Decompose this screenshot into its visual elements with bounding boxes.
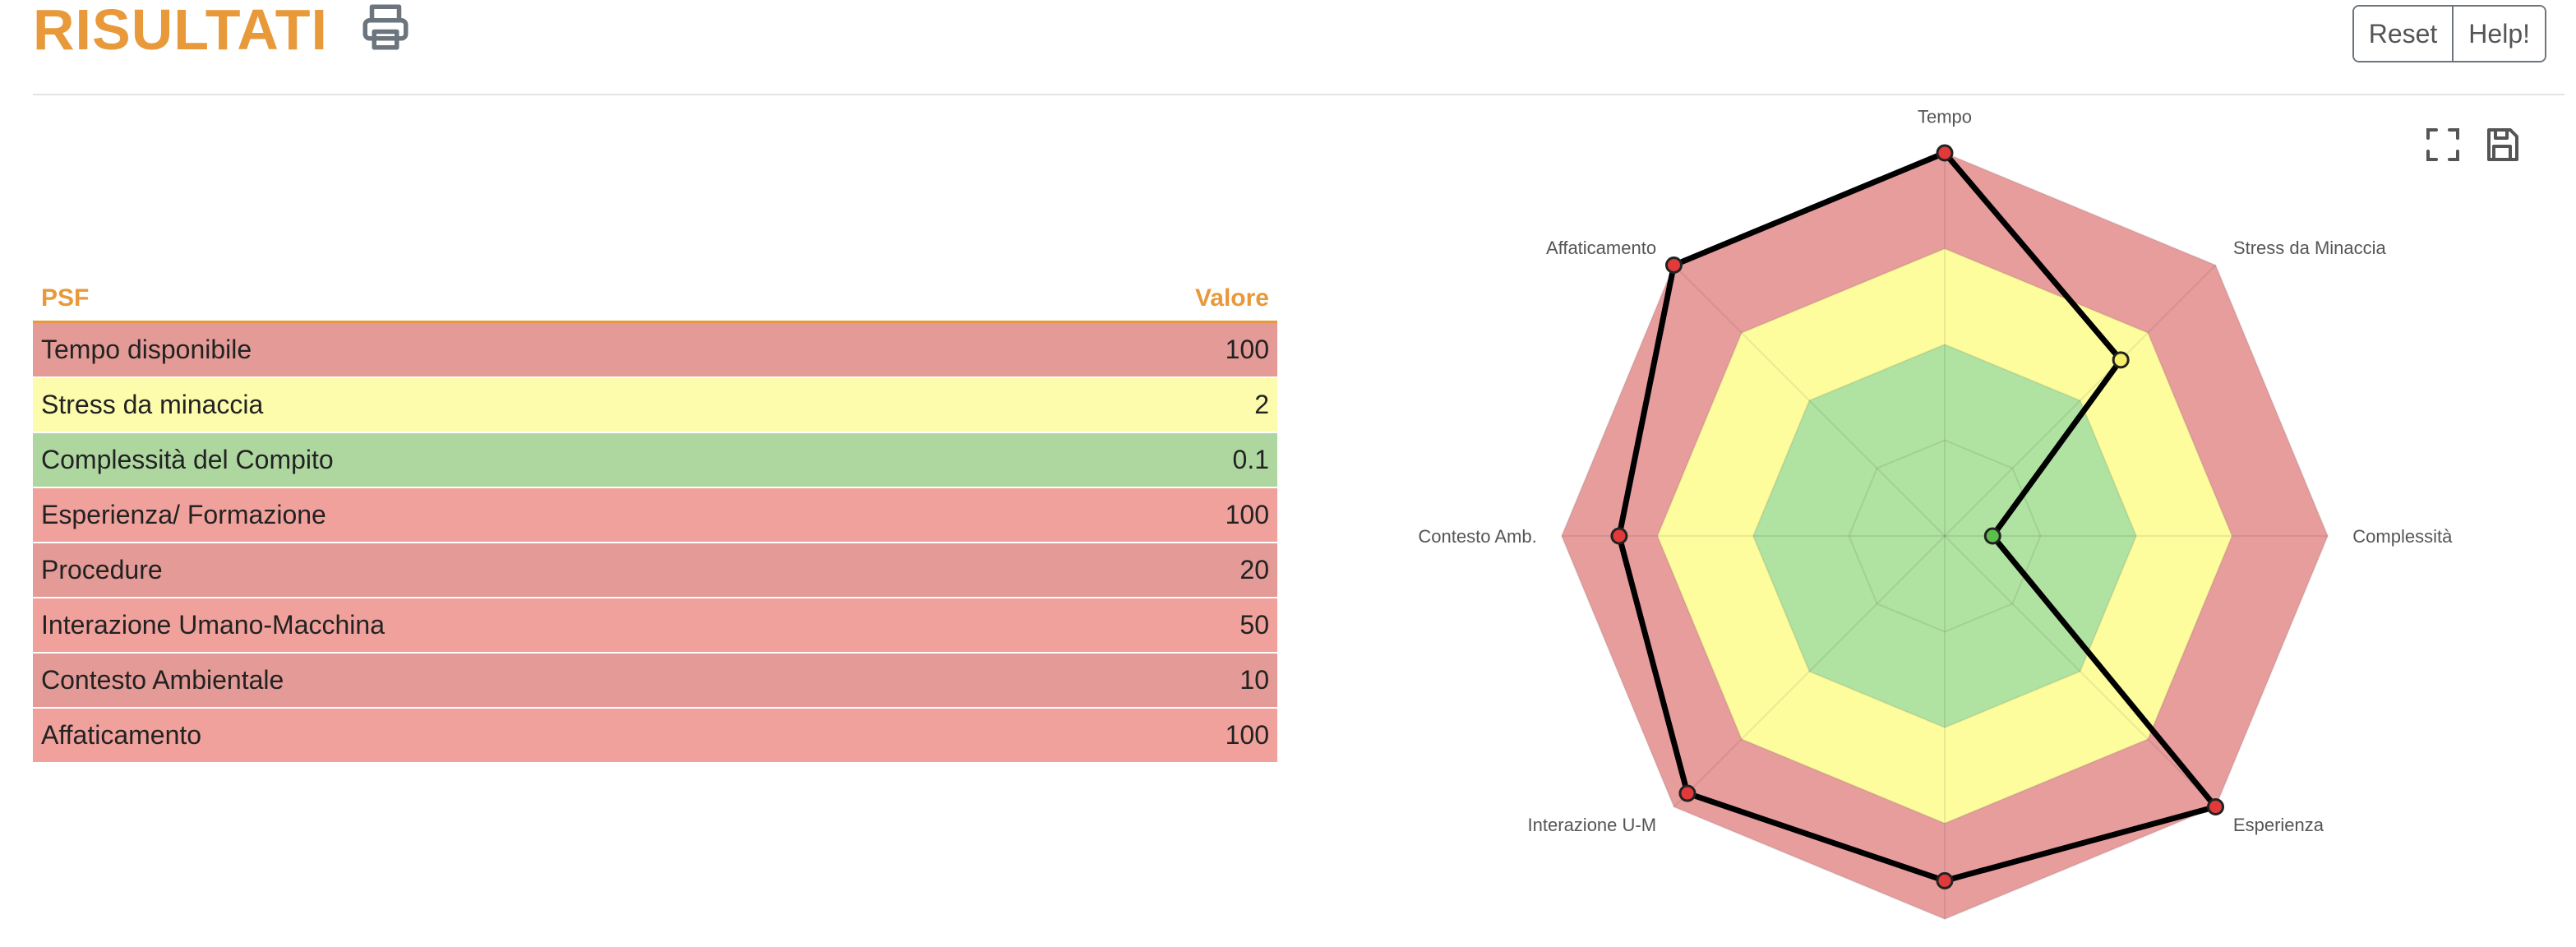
data-point xyxy=(1936,144,1954,162)
header-button-group: Reset Help! xyxy=(2352,5,2546,62)
data-point xyxy=(1983,527,2001,545)
grid-ring xyxy=(1848,439,2042,633)
band-green xyxy=(1753,344,2136,728)
axis-label: Esperienza xyxy=(2233,815,2324,835)
psf-label: Tempo disponibile xyxy=(33,321,1027,378)
data-point xyxy=(1664,256,1683,274)
table-row: Tempo disponibile 100 xyxy=(33,321,1277,378)
axis-spoke xyxy=(1944,535,2217,808)
table-row: Affaticamento 100 xyxy=(33,708,1277,764)
psf-value: 10 xyxy=(1027,653,1277,709)
reset-button[interactable]: Reset xyxy=(2353,7,2453,61)
psf-value: 20 xyxy=(1027,543,1277,598)
table-row: Contesto Ambientale 10 xyxy=(33,653,1277,709)
axis-spoke xyxy=(1944,264,2217,537)
table-row: Complessità del Compito 0.1 xyxy=(33,432,1277,488)
axis-label: Contesto Amb. xyxy=(1418,526,1536,547)
psf-value: 50 xyxy=(1027,598,1277,654)
grid-ring xyxy=(1752,343,2138,729)
psf-value: 2 xyxy=(1027,377,1277,433)
column-header-value: Valore xyxy=(1027,276,1277,323)
grid-ring xyxy=(1560,151,2329,921)
column-header-psf: PSF xyxy=(33,276,1027,323)
data-point xyxy=(1610,527,1628,545)
axis-spoke xyxy=(1673,264,1946,537)
help-button[interactable]: Help! xyxy=(2452,7,2545,61)
psf-label: Contesto Ambientale xyxy=(33,653,1027,709)
data-point xyxy=(1936,871,1954,889)
radar-chart: Tempo Stress da Minaccia Complessità Esperi… xyxy=(1418,107,2453,921)
axis-label: Tempo xyxy=(1918,107,1972,127)
data-point xyxy=(2207,798,2225,816)
axis-spoke xyxy=(1673,535,1946,808)
psf-table: PSF Valore Tempo disponibile 100 Stress … xyxy=(33,276,1277,764)
table-body: Tempo disponibile 100 Stress da minaccia… xyxy=(33,321,1277,764)
table-row: Stress da minaccia 2 xyxy=(33,377,1277,433)
psf-label: Stress da minaccia xyxy=(33,377,1027,433)
printer-icon[interactable] xyxy=(358,0,413,54)
psf-value: 100 xyxy=(1027,708,1277,764)
data-point xyxy=(1678,784,1697,802)
psf-value: 0.1 xyxy=(1027,432,1277,488)
page-header: RISULTATI Reset Help! xyxy=(33,0,2564,95)
data-point xyxy=(2112,351,2130,369)
axis-label: Affaticamento xyxy=(1546,238,1656,258)
psf-label: Complessità del Compito xyxy=(33,432,1027,488)
table-row: Procedure 20 xyxy=(33,543,1277,598)
page-title: RISULTATI xyxy=(33,0,328,62)
axis-label: Interazione U-M xyxy=(1528,815,1657,835)
psf-label: Procedure xyxy=(33,543,1027,598)
table-row: Esperienza/ Formazione 100 xyxy=(33,487,1277,543)
fullscreen-icon[interactable] xyxy=(2423,125,2463,164)
table-header-row: PSF Valore xyxy=(33,276,1277,323)
psf-label: Esperienza/ Formazione xyxy=(33,487,1027,543)
save-icon[interactable] xyxy=(2482,125,2522,164)
psf-value: 100 xyxy=(1027,487,1277,543)
grid-ring xyxy=(1656,247,2233,825)
axis-label: Stress da Minaccia xyxy=(2233,238,2387,258)
axis-label: Complessità xyxy=(2352,526,2453,547)
radar-chart-container: Tempo Stress da Minaccia Complessità Esperi… xyxy=(1397,107,2564,947)
psf-label: Interazione Umano-Macchina xyxy=(33,598,1027,654)
table-row: Interazione Umano-Macchina 50 xyxy=(33,598,1277,654)
psf-label: Affaticamento xyxy=(33,708,1027,764)
psf-value: 100 xyxy=(1027,321,1277,378)
